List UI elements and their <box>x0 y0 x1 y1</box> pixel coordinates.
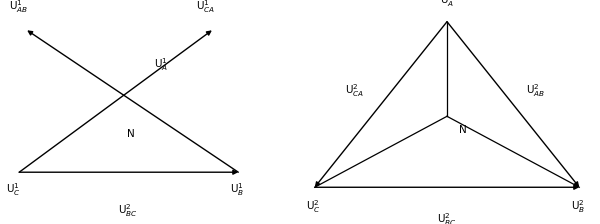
Text: U$^1_{AB}$: U$^1_{AB}$ <box>8 0 28 15</box>
Text: U$^2_{AB}$: U$^2_{AB}$ <box>526 82 545 99</box>
Text: U$^1_C$: U$^1_C$ <box>6 181 21 198</box>
Text: U$^1_A$: U$^1_A$ <box>154 56 168 73</box>
Text: U$^1_{CA}$: U$^1_{CA}$ <box>196 0 215 15</box>
Text: U$^2_B$: U$^2_B$ <box>571 198 585 215</box>
Text: U$^2_A$: U$^2_A$ <box>440 0 454 9</box>
Text: U$^2_{CA}$: U$^2_{CA}$ <box>346 82 365 99</box>
Text: U$^2_C$: U$^2_C$ <box>306 198 320 215</box>
Text: U$^2_{BC}$: U$^2_{BC}$ <box>118 202 137 219</box>
Text: N: N <box>127 129 135 139</box>
Text: U$^1_B$: U$^1_B$ <box>230 181 245 198</box>
Text: N: N <box>459 125 467 135</box>
Text: U$^2_{BC}$: U$^2_{BC}$ <box>437 211 457 224</box>
